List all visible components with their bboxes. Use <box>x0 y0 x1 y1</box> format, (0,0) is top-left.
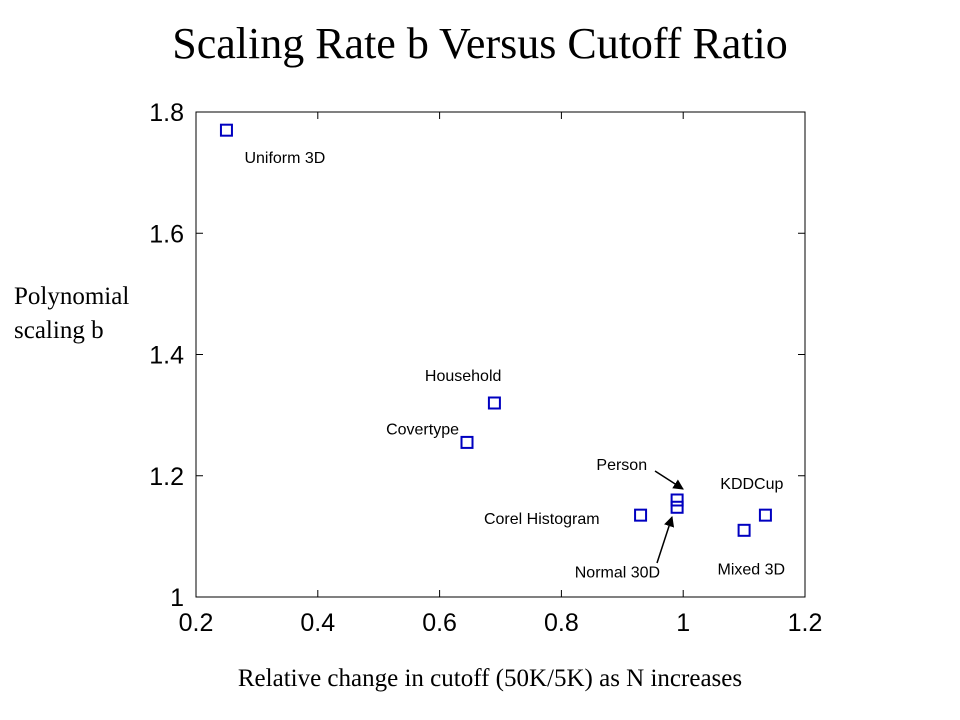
x-tick-label: 1.2 <box>788 609 823 637</box>
annotation-arrow <box>656 516 675 564</box>
point-label: Covertype <box>386 421 459 438</box>
data-point <box>460 435 474 449</box>
x-tick-label: 0.4 <box>300 609 335 637</box>
x-tick-label: 0.2 <box>179 609 214 637</box>
data-point <box>487 396 501 410</box>
point-label: Corel Histogram <box>484 511 600 528</box>
data-point <box>670 493 684 507</box>
point-label: Mixed 3D <box>718 561 786 578</box>
point-label: Person <box>596 457 647 474</box>
y-tick-label: 1.4 <box>149 342 184 370</box>
data-point <box>758 508 772 522</box>
point-label: Uniform 3D <box>244 150 325 167</box>
x-tick-label: 0.8 <box>544 609 579 637</box>
data-point <box>737 523 751 537</box>
annotation-arrow <box>654 470 684 490</box>
data-point <box>219 123 233 137</box>
y-tick-label: 1 <box>170 584 184 612</box>
data-point <box>634 508 648 522</box>
x-tick-label: 1 <box>676 609 690 637</box>
y-tick-label: 1.2 <box>149 463 184 491</box>
data-point <box>670 500 684 514</box>
y-tick-label: 1.6 <box>149 220 184 248</box>
y-tick-label: 1.8 <box>149 99 184 127</box>
point-label: Normal 30D <box>575 564 660 581</box>
point-label: KDDCup <box>720 476 783 493</box>
x-tick-label: 0.6 <box>422 609 457 637</box>
x-axis-label: Relative change in cutoff (50K/5K) as N … <box>237 665 743 692</box>
y-axis-label: Polynomial scaling b <box>14 283 130 344</box>
chart-title: Scaling Rate b Versus Cutoff Ratio <box>172 19 788 68</box>
point-label: Household <box>425 368 502 385</box>
